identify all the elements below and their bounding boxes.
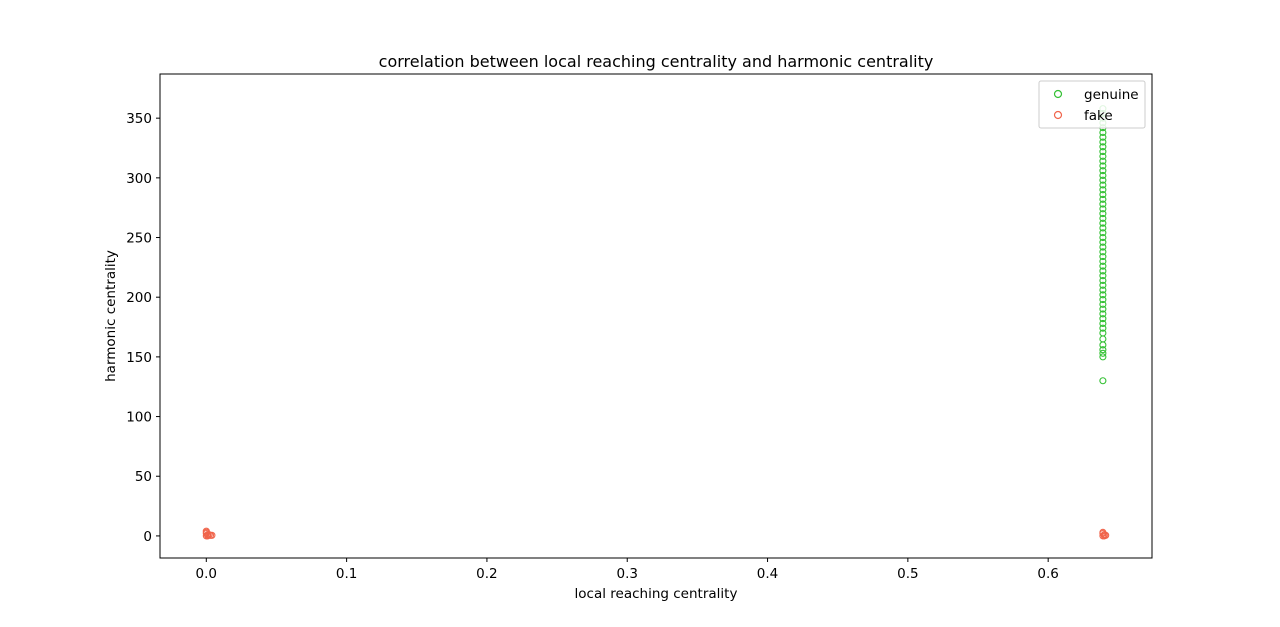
data-point-genuine	[1099, 205, 1107, 213]
x-tick-label: 0.6	[1037, 566, 1058, 582]
data-point-genuine	[1099, 315, 1107, 323]
data-point-genuine	[1099, 233, 1107, 242]
plot-area	[202, 105, 1110, 540]
data-point-genuine	[1099, 253, 1107, 261]
data-point-genuine	[1099, 191, 1107, 199]
data-point-genuine	[1099, 276, 1107, 285]
data-point-genuine	[1099, 335, 1107, 343]
legend-box	[1038, 80, 1146, 129]
plot-frame	[159, 73, 1153, 559]
data-point-genuine	[1099, 296, 1107, 304]
data-point-genuine	[1099, 210, 1107, 218]
data-point-genuine	[1099, 267, 1107, 275]
data-point-genuine	[1099, 310, 1107, 318]
data-point-genuine	[1099, 243, 1107, 251]
data-point-genuine	[1099, 195, 1107, 203]
x-tick-label: 0.5	[897, 566, 918, 582]
data-point-genuine	[1099, 128, 1107, 137]
data-point-genuine	[1099, 167, 1107, 175]
data-point-genuine	[1099, 281, 1107, 289]
x-tick-label: 0.2	[476, 566, 497, 582]
data-point-genuine	[1099, 133, 1107, 141]
legend-label-genuine: genuine	[1084, 87, 1139, 103]
data-point-genuine	[1099, 171, 1107, 180]
x-tick-label: 0.1	[336, 566, 357, 582]
data-point-genuine	[1099, 346, 1107, 354]
data-point-fake	[204, 532, 212, 540]
data-point-genuine	[1099, 157, 1107, 165]
series-fake	[202, 527, 1110, 540]
data-point-genuine	[1099, 148, 1107, 156]
x-axis: 0.0 0.1 0.2 0.3 0.4 0.5 0.6	[196, 558, 1059, 582]
data-point-genuine	[1099, 305, 1107, 313]
data-point-genuine	[1099, 257, 1107, 265]
y-tick-label: 300	[126, 171, 152, 187]
x-tick-label: 0.0	[196, 566, 217, 582]
data-point-genuine	[1099, 324, 1107, 332]
data-point-genuine	[1099, 329, 1107, 337]
data-point-genuine	[1099, 224, 1107, 232]
data-point-genuine	[1099, 229, 1107, 237]
data-point-genuine	[1099, 319, 1107, 328]
y-axis-title: harmonic centrality	[103, 250, 119, 382]
y-tick-label: 100	[126, 410, 152, 426]
data-point-genuine	[1099, 248, 1107, 256]
data-point-genuine	[1099, 138, 1107, 146]
y-tick-label: 200	[126, 290, 152, 306]
legend-label-fake: fake	[1084, 108, 1113, 124]
y-tick-label: 350	[126, 111, 152, 127]
data-point-genuine	[1099, 377, 1107, 385]
data-point-genuine	[1099, 214, 1107, 222]
data-point-genuine	[1099, 291, 1107, 299]
data-point-genuine	[1099, 152, 1107, 160]
data-point-genuine	[1099, 262, 1107, 270]
y-axis: 0 50 100 150 200 250 300 350	[126, 111, 160, 545]
data-point-genuine	[1099, 162, 1107, 170]
x-axis-title: local reaching centrality	[575, 586, 738, 602]
data-point-genuine	[1099, 200, 1107, 208]
data-point-genuine	[1099, 238, 1107, 246]
legend: genuine fake	[1038, 80, 1146, 129]
data-point-genuine	[1099, 286, 1107, 294]
legend-marker-fake	[1053, 110, 1063, 120]
legend-marker-genuine	[1053, 89, 1063, 99]
data-point-fake	[1100, 532, 1108, 540]
y-tick-label: 50	[135, 469, 152, 485]
data-point-genuine	[1099, 353, 1107, 361]
data-point-genuine	[1099, 176, 1107, 184]
data-point-genuine	[1099, 219, 1107, 227]
series-genuine	[1099, 105, 1107, 385]
x-tick-label: 0.3	[616, 566, 637, 582]
data-point-genuine	[1099, 143, 1107, 151]
data-point-genuine	[1099, 272, 1107, 280]
x-tick-label: 0.4	[757, 566, 778, 582]
data-point-genuine	[1099, 186, 1107, 194]
data-point-genuine	[1099, 181, 1107, 189]
data-point-genuine	[1099, 300, 1107, 308]
chart-title: correlation between local reaching centr…	[379, 52, 934, 71]
y-tick-label: 250	[126, 231, 152, 247]
data-point-genuine	[1099, 349, 1107, 357]
y-tick-label: 150	[126, 350, 152, 366]
y-tick-label: 0	[143, 529, 152, 545]
